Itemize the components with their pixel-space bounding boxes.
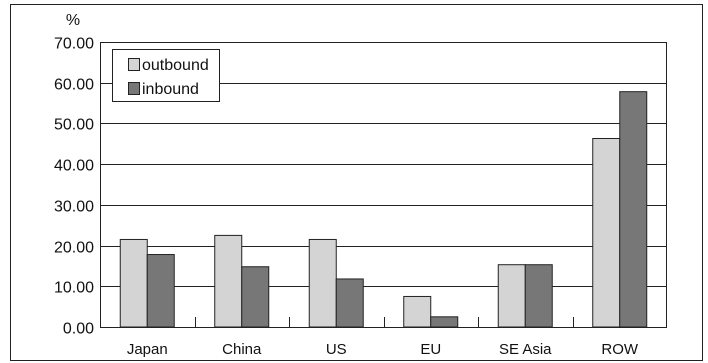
y-tick-label: 0.00 [63, 321, 94, 338]
bar-outbound-us [308, 238, 337, 328]
x-tick-label: US [326, 341, 347, 358]
bars [119, 91, 648, 328]
y-tick-label: 10.00 [54, 280, 94, 297]
x-tick-label: EU [420, 341, 441, 358]
legend-label-inbound: inbound [142, 81, 199, 98]
chart-frame [10, 4, 703, 361]
x-axis: Japan China US EU SE Asia ROW [127, 317, 639, 358]
y-tick-label: 40.00 [54, 158, 94, 175]
bar-outbound-eu [403, 295, 432, 328]
y-tick-label: 50.00 [54, 117, 94, 134]
x-tick-label: ROW [601, 341, 639, 358]
y-tick-label: 60.00 [54, 77, 94, 94]
x-tick-label: Japan [127, 341, 168, 358]
legend-label-outbound: outbound [142, 57, 209, 74]
y-axis: 0.00 10.00 20.00 30.00 40.00 50.00 60.00 70.00 [54, 36, 94, 338]
y-axis-label: % [66, 12, 80, 29]
gridlines [100, 42, 667, 328]
bar-inbound-china [241, 266, 270, 328]
bar-outbound-china [214, 234, 243, 328]
y-tick-label: 20.00 [54, 240, 94, 257]
legend: outbound inbound [112, 49, 220, 102]
x-tick-label: China [222, 341, 262, 358]
bar-inbound-eu [430, 316, 459, 328]
y-tick-label: 30.00 [54, 199, 94, 216]
legend-swatch-outbound [128, 58, 140, 71]
legend-swatch-inbound [128, 82, 140, 95]
bar-inbound-se-asia [524, 264, 553, 328]
bar-outbound-row [592, 137, 621, 328]
bar-inbound-row [619, 91, 648, 328]
bar-outbound-se-asia [497, 264, 526, 328]
bar-inbound-us [335, 278, 364, 328]
y-tick-label: 70.00 [54, 36, 94, 53]
bar-inbound-japan [146, 254, 175, 328]
plot-area [100, 42, 667, 328]
x-tick-label: SE Asia [499, 341, 552, 358]
bar-outbound-japan [119, 238, 148, 328]
